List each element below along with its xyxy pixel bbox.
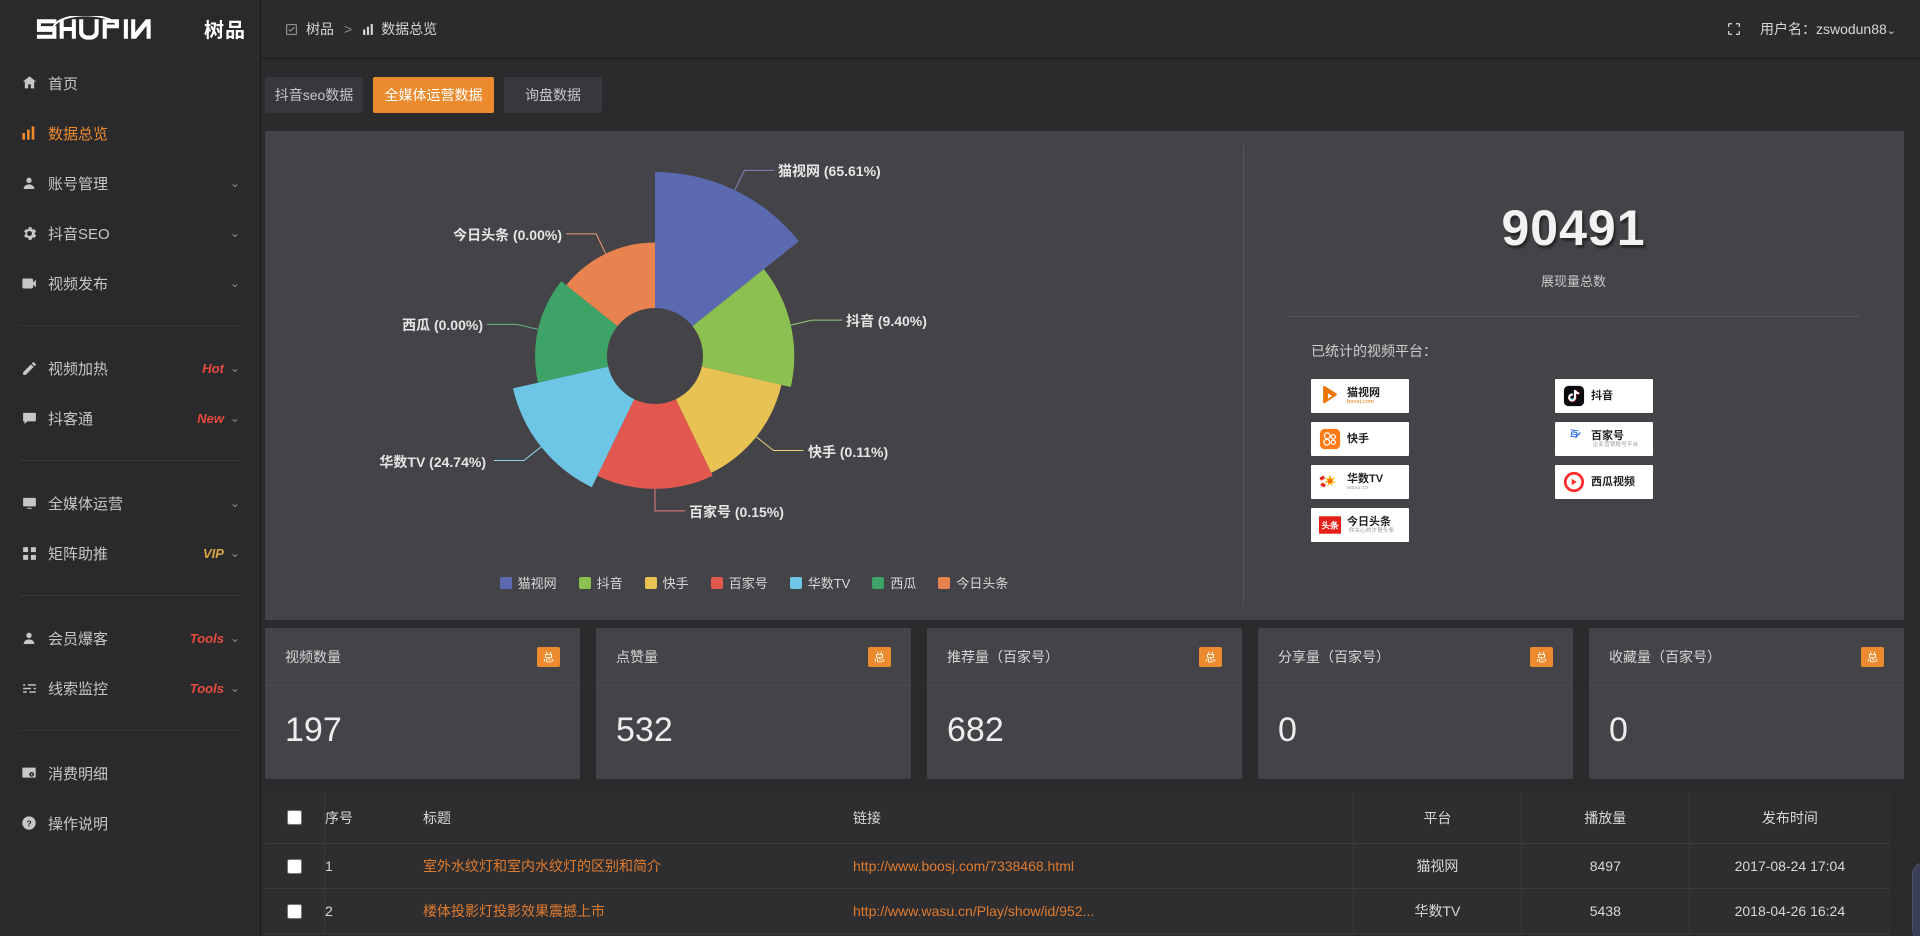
svg-text:头条: 头条 xyxy=(1321,520,1339,531)
svg-text:百: 百 xyxy=(1569,428,1579,439)
svg-text:?: ? xyxy=(26,818,31,828)
